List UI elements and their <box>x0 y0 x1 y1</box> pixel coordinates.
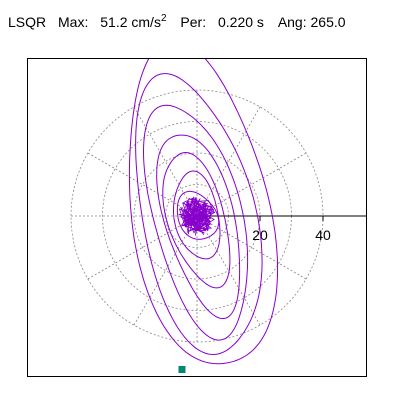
period-value: 0.220 s <box>217 14 264 30</box>
orbit-loop-1 <box>128 59 279 365</box>
orbit-loop-3 <box>142 104 249 341</box>
grid-ray-12 <box>196 215 307 280</box>
grid-ray-5 <box>133 106 198 217</box>
component-label: LSQR <box>8 14 47 30</box>
orbit-loop-6 <box>173 170 221 260</box>
period-label: Per: <box>180 14 207 30</box>
grid-ray-3 <box>196 106 261 217</box>
grid-ray-2 <box>196 152 307 217</box>
grid-ray-6 <box>87 152 198 217</box>
orbit-loop-2 <box>135 73 263 356</box>
grid-ray-11 <box>196 215 261 326</box>
orbit-loop-5 <box>162 151 231 289</box>
noise-cluster <box>178 196 216 236</box>
chart-header: LSQR Max: 51.2 cm/s2 Per: 0.220 s Ang: 2… <box>8 13 346 31</box>
angle-label: Ang: <box>277 14 307 30</box>
particle-motion-trace <box>128 59 279 365</box>
angle-value: 265.0 <box>310 14 346 30</box>
tick-label-40: 40 <box>315 227 331 243</box>
max-unit: cm/s2 <box>131 13 167 31</box>
max-motion-marker <box>178 366 186 373</box>
max-value: 51.2 <box>100 14 128 30</box>
orbit-loop-4 <box>156 134 241 319</box>
max-unit-exponent: 2 <box>160 13 167 24</box>
grid-ray-8 <box>87 215 198 280</box>
max-label: Max: <box>58 14 89 30</box>
orbit-loop-7 <box>176 190 220 240</box>
